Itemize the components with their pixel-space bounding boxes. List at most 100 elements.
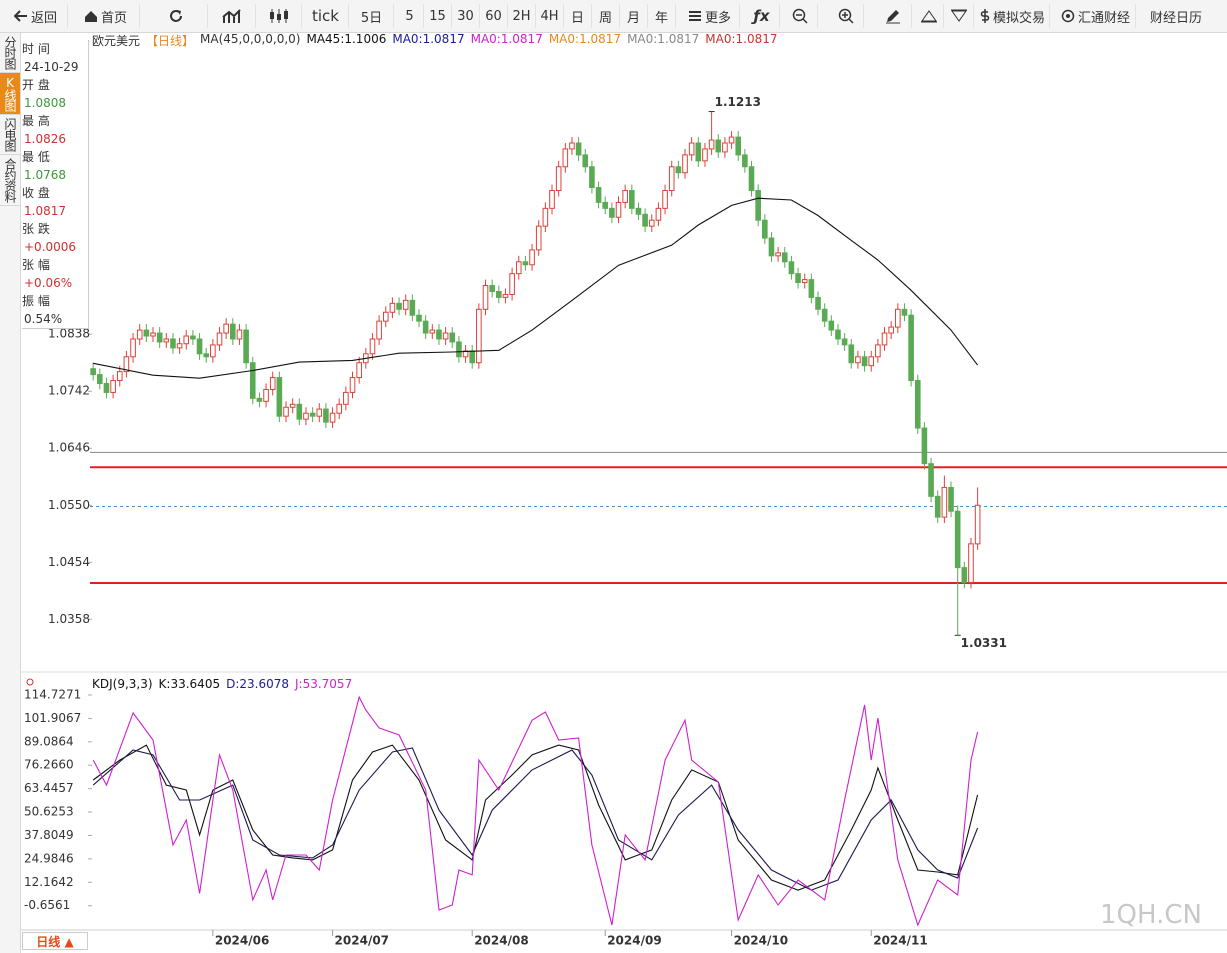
zoom-out-button[interactable] bbox=[782, 4, 818, 28]
side-tabs: 分时图 K线图 闪电图 合约资料 bbox=[0, 33, 21, 953]
y-tick-label: 1.0742 bbox=[48, 384, 90, 398]
candle-body bbox=[914, 380, 921, 429]
period-selector[interactable]: 日线 ▲ bbox=[22, 932, 88, 950]
button-label: tick bbox=[312, 7, 339, 25]
candle-body bbox=[256, 397, 263, 402]
fx678-button[interactable]: 汇通财经 bbox=[1056, 4, 1136, 28]
candle-body bbox=[648, 219, 655, 227]
candle-body bbox=[349, 377, 356, 393]
period-button[interactable]: 15 bbox=[424, 4, 452, 28]
icon bbox=[13, 10, 27, 22]
y-tick-label: 89.0864 bbox=[24, 734, 74, 748]
icon bbox=[950, 9, 967, 22]
button-label: 模拟交易 bbox=[992, 10, 1045, 26]
refresh-button[interactable] bbox=[144, 4, 208, 28]
info-label: 最 低 bbox=[22, 150, 50, 164]
zoom-in-button[interactable] bbox=[828, 4, 864, 28]
icon bbox=[221, 9, 241, 23]
period-button[interactable]: 5 bbox=[396, 4, 424, 28]
icon bbox=[688, 11, 701, 21]
candle-body bbox=[389, 302, 396, 313]
period-button[interactable]: 2H bbox=[508, 4, 536, 28]
y-tick-label: 1.0454 bbox=[48, 555, 90, 569]
triangle-down-button[interactable] bbox=[944, 4, 974, 28]
candle-body bbox=[376, 320, 382, 340]
candle-chart-button[interactable] bbox=[256, 4, 302, 28]
candle-body bbox=[855, 356, 861, 364]
candle-body bbox=[123, 356, 130, 373]
candle-body bbox=[143, 329, 150, 337]
period-button[interactable]: 4H bbox=[536, 4, 564, 28]
candle-body bbox=[276, 377, 283, 417]
line-chart-button[interactable] bbox=[208, 4, 256, 28]
period-button[interactable]: 月 bbox=[620, 4, 648, 28]
info-value: 1.0768 bbox=[24, 168, 66, 182]
candle-body bbox=[762, 219, 768, 239]
button-label: 30 bbox=[457, 8, 474, 24]
candle-body bbox=[409, 299, 416, 316]
button-label: 更多 bbox=[704, 10, 731, 26]
y-tick-label: 1.0358 bbox=[48, 612, 90, 626]
legend-entry: KDJ(9,3,3) bbox=[92, 677, 153, 691]
candle-body bbox=[230, 323, 236, 340]
button-label: 首页 bbox=[100, 10, 127, 26]
icon bbox=[980, 9, 990, 23]
candle-body bbox=[722, 142, 728, 153]
candle-body bbox=[442, 332, 449, 340]
candle-body bbox=[529, 249, 535, 266]
candle-body bbox=[502, 293, 509, 298]
candle-body bbox=[289, 403, 296, 408]
candle-body bbox=[196, 338, 203, 355]
legend-entry: MA0:1.0817 bbox=[627, 32, 700, 46]
button-label: ƒx bbox=[753, 7, 770, 25]
period-button[interactable]: 日 bbox=[564, 4, 592, 28]
period-button[interactable]: 60 bbox=[480, 4, 508, 28]
back-button[interactable]: 返回 bbox=[4, 4, 68, 28]
icon bbox=[792, 8, 808, 24]
candle-body bbox=[462, 350, 469, 358]
candle-body bbox=[269, 377, 276, 390]
candle-body bbox=[396, 302, 402, 310]
tick-button[interactable]: tick bbox=[303, 4, 349, 28]
candle-body bbox=[549, 190, 555, 209]
period-button[interactable]: 30 bbox=[452, 4, 480, 28]
period-button[interactable]: 周 bbox=[592, 4, 620, 28]
candle-body bbox=[296, 403, 303, 420]
candle-body bbox=[715, 139, 722, 153]
period-button[interactable]: 5日 bbox=[350, 4, 394, 28]
candle-body bbox=[629, 190, 635, 209]
side-tab-active[interactable]: K线图 bbox=[0, 73, 20, 115]
button-label: 5日 bbox=[360, 10, 383, 26]
candle-body bbox=[934, 495, 941, 518]
series-line bbox=[93, 197, 979, 379]
draw-button[interactable] bbox=[874, 4, 912, 28]
calendar-button[interactable]: 财经日历 bbox=[1140, 4, 1212, 28]
x-tick-label: 2024/07 bbox=[335, 934, 389, 948]
candle-body bbox=[336, 403, 343, 414]
candle-body bbox=[808, 279, 815, 298]
candle-body bbox=[954, 510, 961, 569]
button-label: 5 bbox=[405, 8, 414, 24]
home-button[interactable]: 首页 bbox=[72, 4, 140, 28]
high-label: 1.1213 bbox=[715, 95, 761, 109]
candle-body bbox=[555, 166, 562, 192]
legend-entry: MA0:1.0817 bbox=[392, 32, 465, 46]
more-button[interactable]: 更多 bbox=[680, 4, 740, 28]
sim-trade-button[interactable]: 模拟交易 bbox=[976, 4, 1050, 28]
candle-body bbox=[888, 326, 894, 334]
formula-button[interactable]: ƒx bbox=[744, 4, 780, 28]
y-tick-label: 76.2660 bbox=[24, 758, 74, 772]
candle-body bbox=[343, 391, 349, 405]
button-label: 周 bbox=[598, 10, 612, 26]
legend-entry: J:53.7057 bbox=[295, 677, 353, 691]
triangle-up-button[interactable] bbox=[914, 4, 944, 28]
candle-body bbox=[788, 261, 795, 275]
candle-body bbox=[655, 207, 662, 221]
candle-body bbox=[316, 408, 323, 417]
side-tab[interactable]: 闪电图 bbox=[0, 115, 20, 155]
side-tab[interactable]: 分时图 bbox=[0, 33, 20, 73]
legend-entry: MA0:1.0817 bbox=[470, 32, 543, 46]
side-tab[interactable]: 合约资料 bbox=[0, 155, 20, 206]
candle-body bbox=[768, 237, 775, 257]
period-button[interactable]: 年 bbox=[648, 4, 676, 28]
